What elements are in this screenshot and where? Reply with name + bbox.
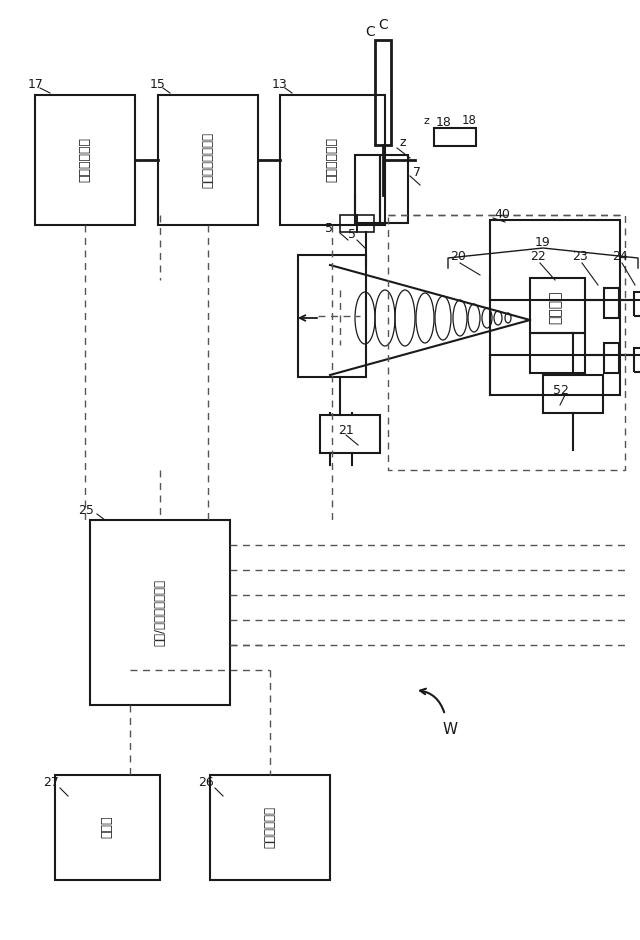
Text: 5: 5	[348, 228, 356, 242]
Bar	[530, 333, 585, 373]
Text: 27: 27	[43, 776, 59, 789]
Text: 17: 17	[28, 77, 44, 90]
Text: パルスバルブ: パルスバルブ	[326, 137, 339, 182]
Bar	[357, 215, 374, 232]
Bar	[55, 775, 160, 880]
Text: 23: 23	[572, 250, 588, 263]
Text: z: z	[423, 116, 429, 126]
Bar	[355, 155, 380, 223]
Bar	[375, 40, 391, 145]
Text: 19: 19	[535, 236, 551, 248]
Text: 15: 15	[150, 77, 166, 90]
Text: 21: 21	[338, 424, 354, 436]
Text: 26: 26	[198, 776, 214, 789]
Text: C: C	[365, 25, 375, 39]
Bar	[543, 375, 603, 413]
Text: 13: 13	[272, 77, 288, 90]
Bar	[35, 95, 135, 225]
Bar	[434, 128, 476, 146]
Text: C: C	[378, 18, 388, 32]
Bar	[340, 215, 357, 232]
Bar	[90, 520, 230, 705]
Text: 7: 7	[413, 165, 421, 179]
Bar	[298, 255, 366, 377]
Text: 結果表示装置: 結果表示装置	[264, 806, 276, 848]
Text: z: z	[400, 136, 406, 149]
Bar	[604, 288, 619, 318]
Bar	[380, 155, 408, 223]
Text: 18: 18	[436, 116, 452, 129]
Text: W: W	[442, 723, 458, 738]
Bar	[634, 348, 640, 372]
Text: 5: 5	[325, 222, 333, 234]
Bar	[604, 343, 619, 373]
Text: 24: 24	[612, 250, 628, 263]
Text: 分析装置: 分析装置	[548, 290, 562, 323]
Text: 52: 52	[553, 384, 569, 397]
Bar	[530, 278, 585, 333]
Text: 22: 22	[530, 250, 546, 263]
Text: 25: 25	[78, 504, 94, 516]
Text: 40: 40	[494, 208, 510, 221]
Bar	[320, 415, 380, 453]
Text: 20: 20	[450, 250, 466, 263]
Text: 圧力コントローラ: 圧力コントローラ	[202, 132, 214, 188]
Text: コンプレッサ: コンプレッサ	[79, 137, 92, 182]
Bar	[210, 775, 330, 880]
Text: 制御/データ処理装置: 制御/データ処理装置	[154, 578, 166, 646]
Text: 18: 18	[462, 115, 477, 128]
Bar	[490, 220, 620, 395]
Bar	[158, 95, 258, 225]
Bar	[634, 292, 640, 316]
Bar	[280, 95, 385, 225]
Text: ゲート: ゲート	[100, 816, 113, 838]
